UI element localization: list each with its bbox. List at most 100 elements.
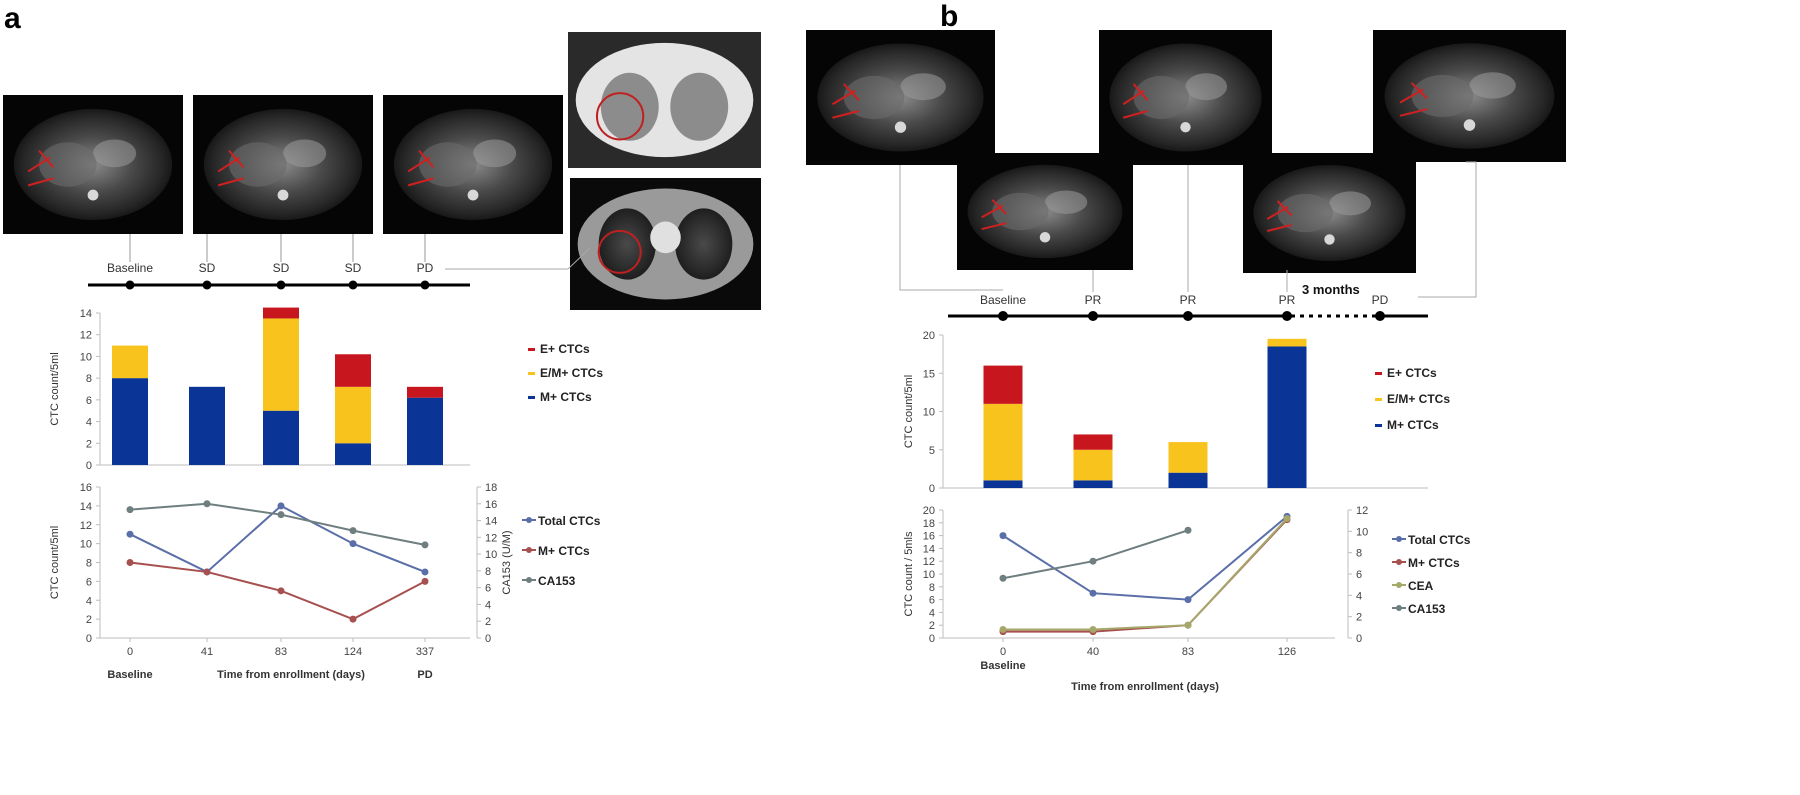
timepoint-label: Baseline	[107, 261, 153, 275]
timepoint-label: PD	[417, 261, 434, 275]
bar-segment	[983, 403, 1023, 481]
y2-tick-label: 4	[1356, 590, 1362, 602]
y-tick-label: 2	[86, 438, 92, 450]
x-sub-label: PD	[417, 669, 432, 681]
y-axis-title: CTC count/5ml	[903, 375, 915, 448]
y-tick-label: 16	[80, 482, 92, 494]
timepoint-marker	[1375, 311, 1385, 321]
bar-segment	[112, 378, 148, 465]
legend-label: M+ CTCs	[1387, 418, 1439, 432]
x-tick-label: 41	[201, 646, 213, 658]
gap-label: 3 months	[1302, 282, 1360, 297]
data-point	[349, 615, 357, 623]
mri-scan	[806, 30, 995, 165]
chart-a-bar: 0 2 4 6 8 10 12 14 CTC count/5ml E+ CTCs E/M+ CTCs…	[49, 307, 603, 472]
data-point	[1089, 625, 1097, 633]
timepoint-marker	[420, 280, 430, 290]
y-tick-label: 14	[923, 543, 935, 555]
y2-tick-label: 10	[485, 549, 497, 561]
mri-scan	[957, 153, 1133, 270]
y2-tick-label: 18	[485, 482, 497, 494]
x-tick-label: 337	[416, 646, 434, 658]
y-tick-label: 4	[86, 417, 92, 429]
data-point	[421, 577, 429, 585]
series-line	[1003, 518, 1288, 633]
timepoint-label: Baseline	[980, 293, 1026, 307]
y-tick-label: 14	[80, 308, 92, 320]
data-point	[277, 511, 285, 519]
legend-swatch	[1375, 424, 1382, 427]
data-point	[999, 574, 1007, 582]
legend-label: Total CTCs	[538, 514, 601, 528]
data-point	[126, 530, 134, 538]
legend-label: M+ CTCs	[538, 544, 590, 558]
y-tick-label: 20	[923, 505, 935, 517]
y-tick-label: 6	[86, 576, 92, 588]
y-tick-label: 0	[86, 460, 92, 472]
y-axis-title: CTC count/5ml	[49, 526, 61, 599]
bar-segment	[335, 354, 371, 387]
timepoint-label: SD	[345, 261, 362, 275]
y-tick-label: 2	[929, 620, 935, 632]
legend-swatch	[528, 396, 535, 399]
data-point	[1089, 589, 1097, 597]
y-tick-label: 10	[923, 569, 935, 581]
x-axis-title: Time from enrollment (days)	[1071, 681, 1219, 693]
legend-label: E/M+ CTCs	[1387, 392, 1450, 406]
x-tick-label: 126	[1278, 646, 1296, 658]
y-axis-title: CTC count/5ml	[49, 352, 61, 425]
x-tick-label: 83	[1182, 646, 1194, 658]
x-tick-label: 40	[1087, 646, 1099, 658]
bar-segment	[189, 386, 225, 465]
y-tick-label: 8	[86, 373, 92, 385]
series-line	[1002, 515, 1288, 601]
y-tick-label: 12	[80, 330, 92, 342]
legend-marker	[526, 577, 532, 583]
y-tick-label: 6	[86, 395, 92, 407]
mri-scan	[1099, 30, 1272, 165]
bar-segment	[407, 386, 443, 398]
y2-tick-label: 6	[485, 583, 491, 595]
x-tick-label: 0	[127, 646, 133, 658]
chart-a-line: 0 2 4 6 8 10 12 14 16 CTC count/5ml 0 Baseline 41 83 1…	[49, 482, 601, 681]
timepoint-marker	[125, 280, 135, 290]
y2-tick-label: 8	[1356, 548, 1362, 560]
y-tick-label: 4	[929, 607, 935, 619]
legend-label: E+ CTCs	[1387, 366, 1437, 380]
data-point	[1283, 515, 1291, 523]
legend-marker	[1396, 582, 1402, 588]
bar-segment	[983, 365, 1023, 404]
x-sub-label: Baseline	[980, 660, 1025, 672]
y2-tick-label: 8	[485, 566, 491, 578]
data-point	[1184, 621, 1192, 629]
timeline-panel-b: Baseline PR PR PR PD 3 months	[899, 161, 1477, 321]
legend-swatch	[528, 372, 535, 375]
legend-label: M+ CTCs	[540, 390, 592, 404]
series-line	[129, 504, 426, 574]
y2-tick-label: 14	[485, 516, 497, 528]
y-tick-label: 0	[86, 633, 92, 645]
mri-scan	[1373, 30, 1566, 162]
y-tick-label: 8	[86, 558, 92, 570]
legend-label: CA153	[1408, 602, 1446, 616]
y2-tick-label: 16	[485, 499, 497, 511]
x-axis-title: Time from enrollment (days)	[217, 669, 365, 681]
data-point	[126, 559, 134, 566]
x-tick-label: 0	[1000, 646, 1006, 658]
data-point	[349, 540, 357, 548]
data-point	[126, 506, 134, 514]
data-point	[349, 527, 357, 535]
y2-axis-title: CA153 (U/M)	[501, 530, 513, 594]
legend-label: E/M+ CTCs	[540, 366, 603, 380]
timepoint-label: SD	[199, 261, 216, 275]
y2-tick-label: 0	[485, 633, 491, 645]
y-tick-label: 12	[80, 520, 92, 532]
data-point	[203, 500, 211, 508]
data-point	[999, 625, 1007, 633]
legend-label: M+ CTCs	[1408, 556, 1460, 570]
y-tick-label: 12	[923, 556, 935, 568]
y-tick-label: 5	[929, 445, 935, 457]
mri-scan	[193, 95, 373, 234]
y-tick-label: 0	[929, 483, 935, 495]
